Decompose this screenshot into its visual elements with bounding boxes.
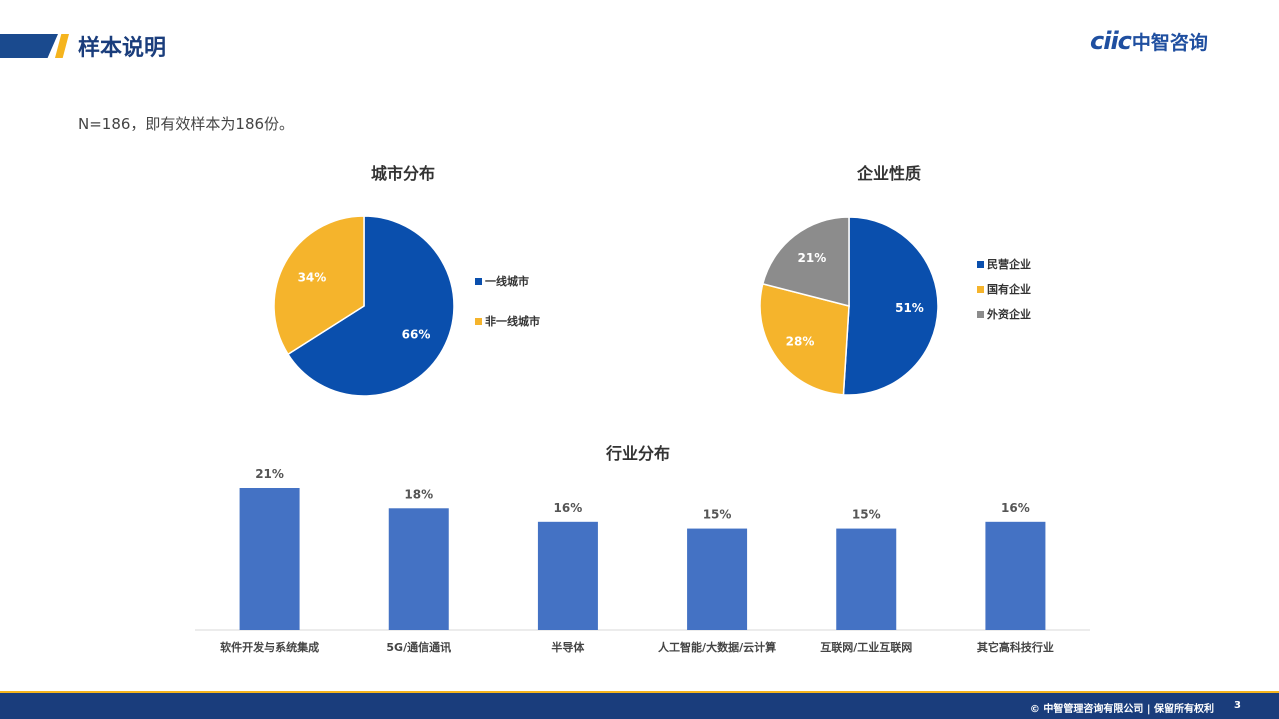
pie0-legend-swatch-0 (475, 278, 482, 285)
pie1-legend-swatch-2 (977, 311, 984, 318)
logo-mark: ciic (1090, 27, 1132, 55)
bar-data-label-4: 15% (852, 508, 881, 522)
bar-data-label-2: 16% (554, 501, 583, 515)
pie1-legend-label-0: 民营企业 (987, 257, 1031, 271)
pie1-slice-2 (761, 216, 850, 307)
header-accent-bar (0, 34, 58, 58)
bar-2 (537, 521, 598, 630)
bar-category-label-0: 软件开发与系统集成 (220, 640, 319, 654)
footer-bar (0, 693, 1279, 719)
enterprise-chart-title: 企业性质 (857, 164, 922, 183)
pie0-data-label-1: 34% (298, 270, 327, 284)
page-title: 样本说明 (78, 36, 167, 61)
bar-data-label-1: 18% (404, 487, 433, 501)
pie1-legend-swatch-1 (977, 286, 984, 293)
pie0-slice-0 (286, 215, 455, 397)
pie1-data-label-1: 28% (786, 335, 815, 349)
bar-category-label-4: 互联网/工业互联网 (820, 640, 912, 654)
pie1-legend-swatch-0 (977, 261, 984, 268)
bar-5 (985, 521, 1046, 630)
bar-data-label-3: 15% (703, 508, 732, 522)
bar-0 (239, 488, 300, 630)
pie0-legend-label-0: 一线城市 (485, 274, 529, 288)
pie1-slice-0 (842, 216, 939, 396)
footer-copyright: © 中智管理咨询有限公司 | 保留所有权利 (1029, 704, 1214, 715)
pie0-legend-swatch-1 (475, 318, 482, 325)
bar-category-label-1: 5G/通信通讯 (386, 640, 451, 654)
pie1-legend-label-2: 外资企业 (986, 307, 1031, 321)
pie0-legend-label-1: 非一线城市 (485, 314, 540, 328)
pie1-slice-1 (759, 282, 850, 396)
pie0-slice-1 (273, 215, 365, 356)
footer-divider (0, 691, 1279, 693)
bar-3 (687, 528, 748, 630)
company-logo: ciic 中智咨询 (1090, 27, 1208, 55)
city-chart-title: 城市分布 (371, 164, 436, 183)
bar-data-label-0: 21% (255, 467, 284, 481)
pie1-data-label-0: 51% (895, 301, 924, 315)
bar-category-label-3: 人工智能/大数据/云计算 (658, 640, 776, 654)
pie0-data-label-0: 66% (402, 328, 431, 342)
pie1-legend-label-1: 国有企业 (987, 282, 1031, 296)
logo-text: 中智咨询 (1131, 31, 1208, 54)
sample-size-note: N=186，即有效样本为186份。 (78, 115, 295, 133)
industry-chart-title: 行业分布 (606, 444, 671, 463)
bar-category-label-5: 其它高科技行业 (977, 640, 1054, 654)
pie1-data-label-2: 21% (798, 251, 827, 265)
bar-data-label-5: 16% (1001, 501, 1030, 515)
bar-4 (836, 528, 897, 630)
bar-1 (388, 508, 449, 630)
bar-category-label-2: 半导体 (551, 640, 585, 654)
page-number: 3 (1234, 700, 1241, 711)
